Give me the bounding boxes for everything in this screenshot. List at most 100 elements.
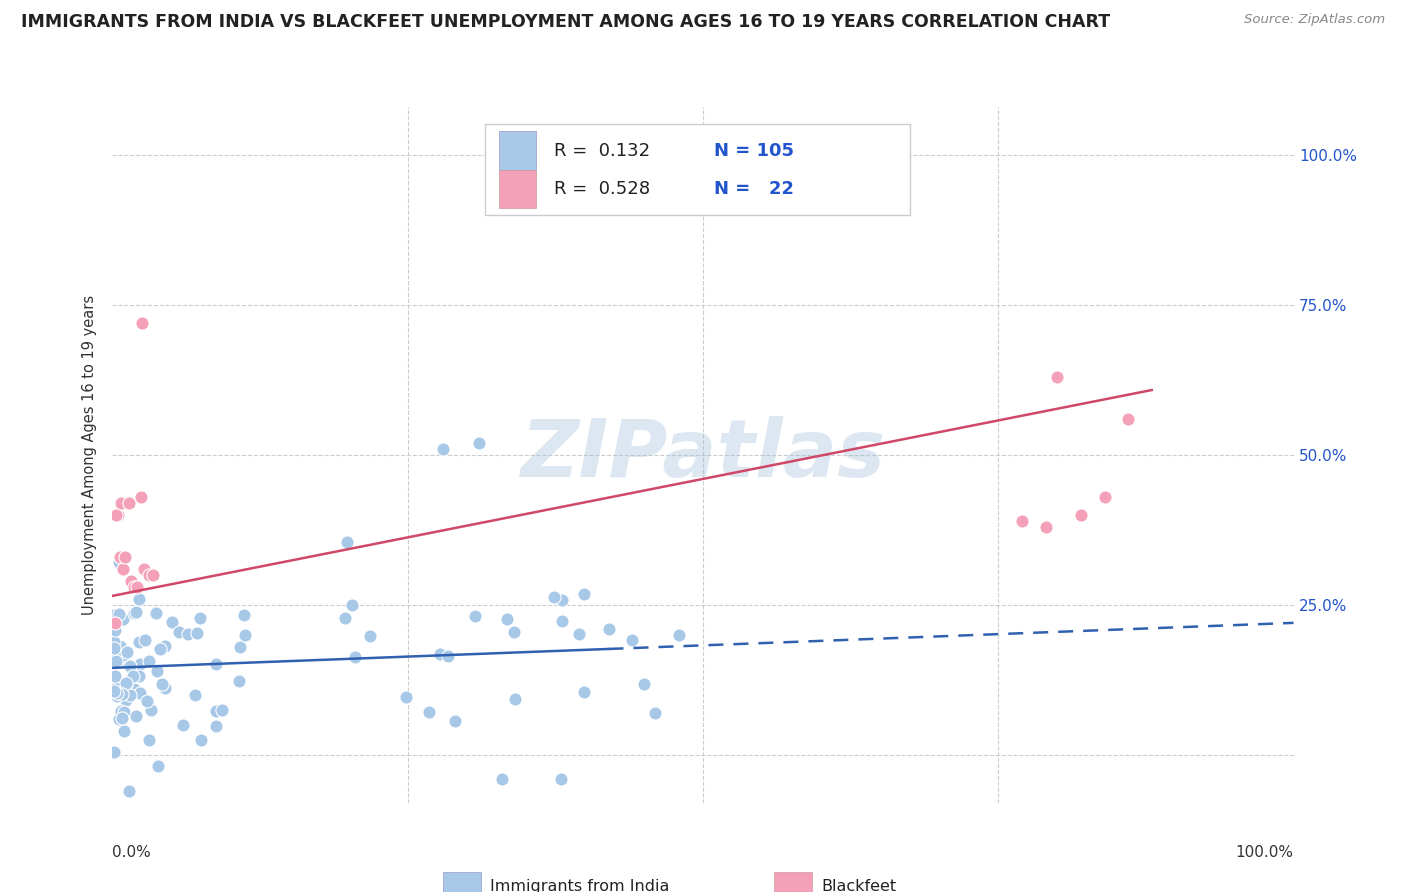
Text: ZIPatlas: ZIPatlas — [520, 416, 886, 494]
Point — [184, 688, 207, 702]
Point — [336, 535, 359, 549]
Point — [134, 562, 156, 576]
Point — [110, 496, 132, 510]
Point — [103, 640, 125, 655]
Point — [491, 772, 513, 786]
Point — [111, 654, 134, 668]
Bar — [499, 169, 537, 208]
Point — [112, 706, 135, 720]
Point — [103, 745, 125, 759]
Bar — [773, 872, 811, 892]
Point — [644, 706, 666, 720]
Point — [160, 615, 183, 629]
Point — [394, 690, 416, 704]
Text: 100.0%: 100.0% — [1236, 845, 1294, 860]
Point — [111, 687, 134, 701]
Point — [118, 784, 141, 798]
Point — [190, 732, 212, 747]
Point — [120, 574, 142, 588]
Point — [103, 684, 125, 698]
Point — [467, 436, 489, 450]
Point — [118, 688, 141, 702]
Text: Immigrants from India: Immigrants from India — [491, 879, 669, 892]
Point — [205, 657, 228, 671]
Point — [134, 633, 156, 648]
Point — [204, 704, 226, 718]
Point — [108, 639, 131, 653]
Point — [105, 654, 128, 668]
Text: 0.0%: 0.0% — [112, 845, 152, 860]
Point — [115, 693, 138, 707]
Point — [550, 772, 572, 786]
Point — [551, 614, 574, 628]
Point — [444, 714, 467, 728]
Point — [120, 659, 142, 673]
Point — [122, 580, 145, 594]
Point — [551, 593, 574, 607]
Text: Source: ZipAtlas.com: Source: ZipAtlas.com — [1244, 13, 1385, 27]
Point — [107, 689, 129, 703]
Text: N = 105: N = 105 — [714, 142, 793, 160]
Point — [107, 607, 129, 621]
Point — [150, 676, 173, 690]
Point — [572, 685, 595, 699]
Text: N =   22: N = 22 — [714, 180, 793, 198]
Point — [128, 669, 150, 683]
Point — [115, 676, 138, 690]
Point — [103, 635, 125, 649]
Point — [155, 681, 177, 695]
Point — [146, 758, 169, 772]
Point — [112, 612, 135, 626]
Point — [432, 442, 454, 456]
Point — [105, 508, 128, 522]
Point — [112, 562, 135, 576]
Text: R =  0.132: R = 0.132 — [554, 142, 651, 160]
Point — [418, 705, 440, 719]
Point — [138, 654, 160, 668]
Point — [122, 607, 145, 621]
Text: Blackfeet: Blackfeet — [821, 879, 896, 892]
Point — [598, 622, 620, 636]
Point — [572, 587, 595, 601]
Point — [107, 679, 129, 693]
Point — [568, 627, 591, 641]
Point — [128, 635, 150, 649]
Point — [108, 549, 131, 564]
Point — [115, 645, 138, 659]
Text: IMMIGRANTS FROM INDIA VS BLACKFEET UNEMPLOYMENT AMONG AGES 16 TO 19 YEARS CORREL: IMMIGRANTS FROM INDIA VS BLACKFEET UNEMP… — [21, 13, 1111, 31]
Point — [128, 591, 150, 606]
Point — [153, 640, 176, 654]
Point — [205, 719, 228, 733]
Y-axis label: Unemployment Among Ages 16 to 19 years: Unemployment Among Ages 16 to 19 years — [82, 295, 97, 615]
Point — [129, 490, 152, 504]
Point — [108, 686, 131, 700]
Point — [172, 718, 194, 732]
Point — [436, 648, 458, 663]
Point — [1011, 514, 1033, 528]
Point — [108, 555, 131, 569]
Point — [167, 624, 190, 639]
Point — [104, 615, 127, 630]
Point — [228, 674, 250, 689]
Point — [359, 629, 381, 643]
Point — [620, 633, 643, 648]
Point — [111, 648, 134, 663]
Point — [1116, 412, 1139, 426]
Point — [141, 703, 163, 717]
Point — [122, 606, 145, 620]
Point — [229, 640, 252, 654]
Point — [104, 681, 127, 696]
Point — [111, 710, 134, 724]
Point — [103, 608, 125, 623]
Point — [142, 567, 165, 582]
Point — [107, 681, 129, 695]
Point — [1094, 490, 1116, 504]
Point — [112, 648, 135, 662]
Point — [104, 669, 127, 683]
Point — [114, 676, 136, 690]
Point — [145, 607, 167, 621]
Point — [105, 686, 128, 700]
Point — [107, 508, 129, 522]
Point — [1035, 520, 1057, 534]
Bar — [443, 872, 481, 892]
